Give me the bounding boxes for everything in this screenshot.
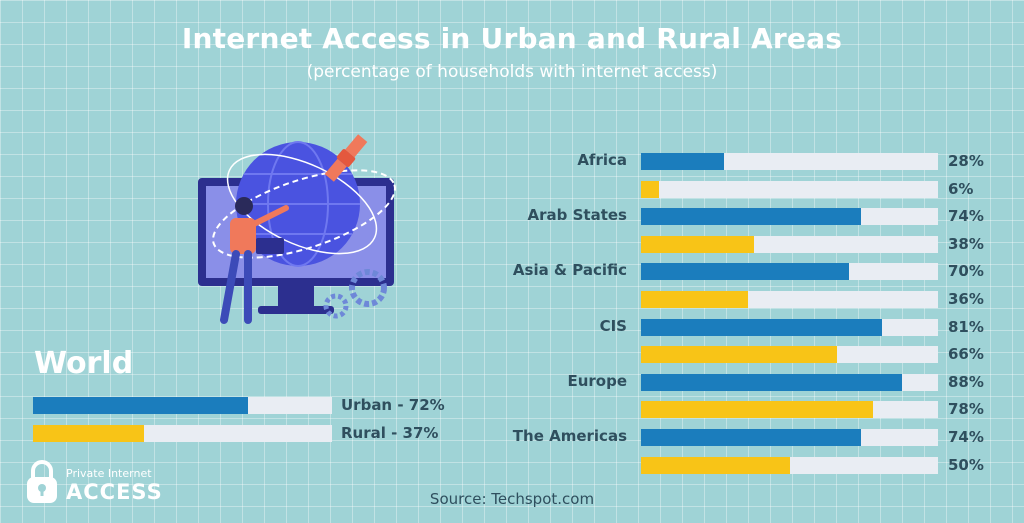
bar	[641, 291, 748, 308]
bar-track	[641, 429, 938, 446]
bar-track	[641, 263, 938, 280]
bar-track	[641, 208, 938, 225]
world-bar-track	[33, 425, 332, 442]
bar	[641, 401, 873, 418]
bar	[641, 319, 882, 336]
data-label: 70%	[948, 262, 984, 280]
world-bar	[33, 425, 144, 442]
bar-track	[641, 236, 938, 253]
world-bar-label: Rural - 37%	[341, 424, 439, 442]
bar	[641, 208, 861, 225]
data-label: 74%	[948, 207, 984, 225]
bar	[641, 236, 754, 253]
category-label: Europe	[567, 372, 627, 390]
bar-track	[641, 291, 938, 308]
bar-track	[641, 153, 938, 170]
bar-track	[641, 181, 938, 198]
data-label: 28%	[948, 152, 984, 170]
bar	[641, 263, 849, 280]
category-label: The Americas	[512, 427, 627, 445]
category-label: Asia & Pacific	[512, 261, 627, 279]
bar	[641, 181, 659, 198]
data-label: 50%	[948, 456, 984, 474]
world-bar-track	[33, 397, 332, 414]
world-title: World	[34, 346, 134, 381]
data-label: 38%	[948, 235, 984, 253]
category-label: Arab States	[527, 206, 627, 224]
bar	[641, 346, 838, 363]
logo-text-big: ACCESS	[66, 480, 163, 504]
data-label: 74%	[948, 428, 984, 446]
data-label: 66%	[948, 345, 984, 363]
bar-track	[641, 457, 938, 474]
source-note: Source: Techspot.com	[429, 490, 595, 508]
category-label: Africa	[577, 151, 627, 169]
category-label: CIS	[599, 317, 627, 335]
world-bar-label: Urban - 72%	[341, 396, 445, 414]
data-label: 36%	[948, 290, 984, 308]
bar	[641, 153, 725, 170]
bar-track	[641, 374, 938, 391]
data-label: 81%	[948, 318, 984, 336]
bar-track	[641, 401, 938, 418]
world-bar	[33, 397, 249, 414]
bar	[641, 374, 903, 391]
bar	[641, 457, 790, 474]
chart-title: Internet Access in Urban and Rural Areas	[181, 22, 843, 55]
chart-subtitle: (percentage of households with internet …	[306, 62, 718, 82]
logo-text-small: Private Internet	[66, 467, 152, 480]
bar	[641, 429, 861, 446]
data-label: 6%	[948, 180, 974, 198]
bar-track	[641, 346, 938, 363]
bar-track	[641, 319, 938, 336]
data-label: 78%	[948, 400, 984, 418]
padlock-icon	[27, 460, 57, 503]
globe-monitor-satellite-icon	[198, 134, 396, 324]
data-label: 88%	[948, 373, 984, 391]
